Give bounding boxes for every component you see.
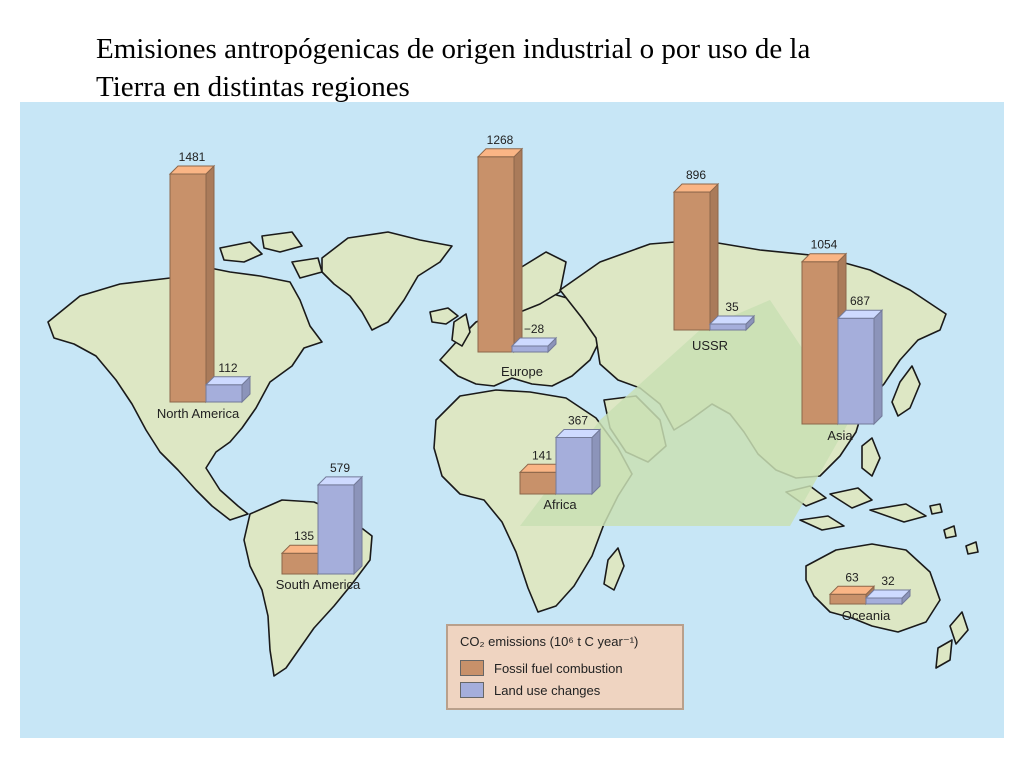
- madagascar-landmass: [603, 547, 625, 591]
- world-map-svg: 1481 112 North America 1268 −28 Europe 896 35 US…: [47, 133, 979, 677]
- bar-land-use-south-america: [316, 475, 364, 576]
- british-isles-landmass: [451, 313, 471, 347]
- bar-land-use-africa-value-label: 367: [568, 414, 588, 428]
- japan-landmass: [891, 365, 921, 417]
- legend-label-fossil-fuel: Fossil fuel combustion: [494, 660, 623, 676]
- bars-layer: 1481 112 North America 1268 −28 Europe 896 35 US…: [157, 133, 912, 623]
- bar-fossil-north-america: [168, 164, 216, 404]
- bar-land-use-asia: [836, 309, 884, 426]
- bar-fossil-europe-value-label: 1268: [487, 133, 514, 147]
- bar-fossil-oceania-front: [829, 593, 867, 605]
- region-label-europe: Europe: [501, 364, 543, 379]
- bar-fossil-europe-side: [513, 147, 523, 354]
- legend-item-land-use: Land use changes: [460, 682, 600, 698]
- new-zealand-landmass: [935, 611, 969, 669]
- bar-fossil-asia-value-label: 1054: [811, 238, 838, 252]
- bar-land-use-europe-front: [511, 345, 549, 353]
- legend-title: CO₂ emissions (10⁶ t C year⁻¹): [460, 634, 639, 649]
- region-label-asia: Asia: [827, 428, 853, 443]
- region-label-ussr: USSR: [692, 338, 728, 353]
- page-title-line-1: Emisiones antropógenicas de origen indus…: [96, 33, 811, 65]
- legend-item-fossil-fuel: Fossil fuel combustion: [460, 660, 623, 676]
- bar-land-use-africa-side: [591, 428, 601, 496]
- bar-fossil-north-america-top: [168, 165, 216, 175]
- bar-land-use-asia-front: [837, 317, 875, 425]
- bar-land-use-africa: [554, 428, 602, 496]
- legend-swatch-fossil-fuel: [460, 660, 484, 676]
- bar-land-use-asia-top: [836, 309, 884, 319]
- bar-fossil-africa-front: [519, 471, 557, 495]
- bar-fossil-europe-front: [477, 156, 515, 353]
- bar-fossil-south-america-front: [281, 552, 319, 575]
- indonesia-landmass: [785, 485, 927, 531]
- page-title-line-2: Tierra en distintas regiones: [96, 71, 410, 103]
- bar-land-use-oceania: [864, 588, 912, 606]
- bar-fossil-asia-top: [800, 253, 848, 263]
- bar-fossil-ussr-value-label: 896: [686, 168, 706, 182]
- bar-land-use-north-america: [204, 375, 252, 404]
- bar-land-use-ussr: [708, 314, 756, 332]
- region-label-south-america: South America: [276, 577, 361, 592]
- pacific-islands: [929, 503, 979, 555]
- bar-fossil-north-america-value-label: 1481: [179, 150, 206, 164]
- bar-fossil-ussr: [672, 182, 720, 332]
- iceland-landmass: [429, 307, 459, 325]
- bar-fossil-europe-top: [476, 148, 524, 158]
- bar-land-use-south-america-top: [316, 476, 364, 486]
- bar-fossil-oceania-top: [828, 585, 876, 595]
- greenland-landmass: [321, 231, 453, 331]
- bar-fossil-south-america-value-label: 135: [294, 529, 314, 543]
- asia-region-shade: [520, 300, 850, 526]
- bar-land-use-ussr-value-label: 35: [725, 300, 739, 314]
- bar-fossil-oceania-value-label: 63: [845, 570, 859, 584]
- bar-fossil-north-america-side: [205, 164, 215, 404]
- bar-land-use-north-america-value-label: 112: [218, 361, 237, 375]
- bar-land-use-africa-top: [554, 429, 602, 439]
- bar-land-use-north-america-top: [204, 376, 252, 386]
- bar-land-use-oceania-front: [865, 597, 903, 605]
- bar-land-use-oceania-top: [864, 589, 912, 599]
- chart-legend: CO₂ emissions (10⁶ t C year⁻¹) Fossil fu…: [446, 624, 684, 710]
- bar-land-use-europe-top: [510, 337, 558, 347]
- bar-land-use-ussr-top: [708, 315, 756, 325]
- bar-fossil-europe: [476, 147, 524, 354]
- bar-land-use-europe: [510, 336, 558, 354]
- arctic-islands: [219, 231, 323, 279]
- region-label-oceania: Oceania: [842, 608, 891, 623]
- bar-fossil-ussr-side: [709, 182, 719, 332]
- bar-land-use-oceania-value-label: 32: [881, 574, 895, 588]
- legend-swatch-land-use: [460, 682, 484, 698]
- bar-land-use-asia-side: [873, 309, 883, 426]
- page-title: Emisiones antropógenicas de origen indus…: [96, 30, 996, 106]
- legend-label-land-use: Land use changes: [494, 682, 601, 698]
- region-label-africa: Africa: [543, 497, 577, 512]
- bar-land-use-ussr-front: [709, 323, 747, 331]
- bar-fossil-africa-value-label: 141: [532, 448, 552, 462]
- bar-land-use-south-america-front: [317, 484, 355, 575]
- bar-fossil-ussr-front: [673, 191, 711, 331]
- bar-land-use-europe-value-label: −28: [524, 322, 545, 336]
- bar-land-use-south-america-value-label: 579: [330, 461, 350, 475]
- world-map-chart: 1481 112 North America 1268 −28 Europe 896 35 US…: [20, 102, 1004, 738]
- bar-land-use-north-america-front: [205, 384, 243, 403]
- bar-fossil-north-america-front: [169, 173, 207, 403]
- philippines-landmass: [861, 437, 881, 477]
- bar-land-use-asia-value-label: 687: [850, 294, 870, 308]
- bar-land-use-south-america-side: [353, 475, 363, 576]
- region-label-north-america: North America: [157, 406, 240, 421]
- bar-fossil-asia-front: [801, 261, 839, 425]
- bar-fossil-ussr-top: [672, 183, 720, 193]
- bar-land-use-africa-front: [555, 437, 593, 495]
